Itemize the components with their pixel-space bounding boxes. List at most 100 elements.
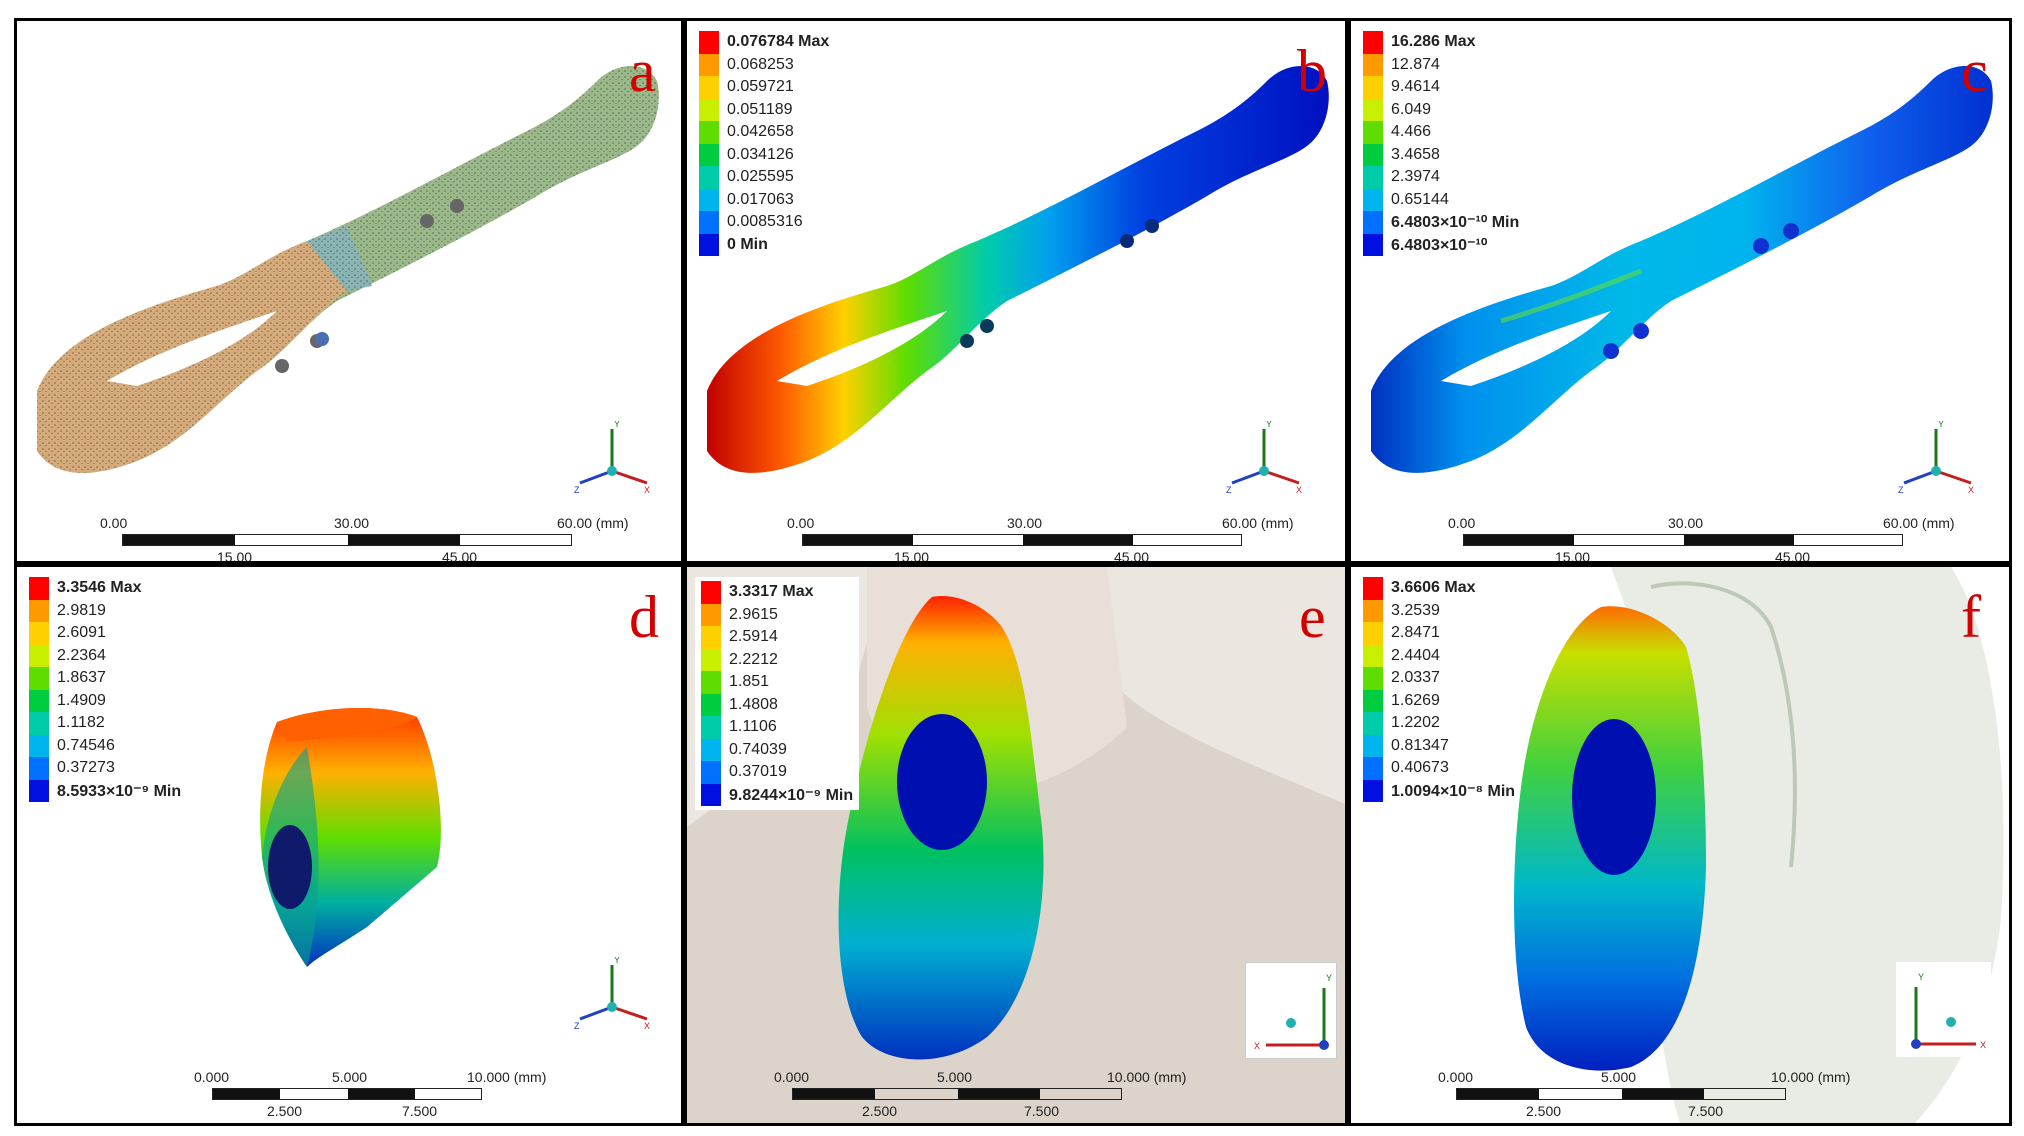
- legend-value: 2.8471: [1391, 624, 1440, 642]
- legend-swatch: [1363, 98, 1383, 121]
- svg-text:Y: Y: [614, 421, 620, 429]
- legend-value: 0.076784 Max: [727, 33, 830, 51]
- legend-row: 2.2364: [29, 644, 181, 667]
- legend-swatch: [701, 716, 721, 739]
- legend-value: 4.466: [1391, 123, 1432, 141]
- legend-swatch: [1363, 76, 1383, 99]
- legend-row: 2.9615: [701, 603, 853, 626]
- legend-swatch: [1363, 667, 1383, 690]
- scale-tick-0: 0.00: [100, 515, 128, 531]
- legend-value: 0 Min: [727, 235, 768, 253]
- legend-row: 6.4803×10⁻¹⁰: [1363, 233, 1519, 256]
- scale-tick-0: 0.00: [1448, 515, 1476, 531]
- legend-swatch: [1363, 644, 1383, 667]
- axis-triad: Y X Z: [574, 421, 650, 495]
- legend-value: 6.4803×10⁻¹⁰ Min: [1391, 214, 1520, 232]
- legend-row: 2.4404: [1363, 644, 1515, 667]
- legend-swatch: [701, 738, 721, 761]
- axis-triad: Y X Z: [1898, 421, 1974, 495]
- scale-tick-45: 45.00: [1114, 549, 1150, 564]
- implant-contour-3d: [260, 707, 441, 967]
- legend-row: 1.8637: [29, 667, 181, 690]
- legend-row: 16.286 Max: [1363, 31, 1519, 54]
- panel-label: d: [629, 584, 659, 650]
- legend-row: 9.8244×10⁻⁹ Min: [701, 783, 853, 806]
- legend-row: 3.3317 Max: [701, 581, 853, 604]
- legend-value: 2.0337: [1391, 669, 1440, 687]
- axis-triad: Y X Z: [574, 957, 650, 1031]
- panel-d: 3.3546 Max 2.9819 2.6091 2.2364 1.8637 1.4909…: [14, 564, 684, 1126]
- scale-tick-15: 15.00: [1555, 549, 1591, 564]
- legend-value: 2.6091: [57, 624, 106, 642]
- panel-label: c: [1961, 38, 1988, 104]
- panel-e: 3.3317 Max 2.9615 2.5914 2.2212 1.851 1.4808 1…: [684, 564, 1348, 1126]
- legend-swatch: [29, 757, 49, 780]
- legend-swatch: [699, 98, 719, 121]
- scale-tick-5: 5.000: [332, 1069, 368, 1085]
- legend-value: 2.2364: [57, 646, 106, 664]
- legend-value: 1.1182: [57, 714, 105, 732]
- scale-tick-5: 5.000: [1601, 1069, 1637, 1085]
- legend-swatch: [1363, 779, 1383, 802]
- legend-swatch: [701, 671, 721, 694]
- legend-swatch: [1363, 712, 1383, 735]
- legend-value: 6.4803×10⁻¹⁰: [1391, 236, 1488, 254]
- legend-swatch: [699, 188, 719, 211]
- legend-swatch: [29, 712, 49, 735]
- legend-row: 4.466: [1363, 121, 1519, 144]
- legend-value: 3.3546 Max: [57, 579, 142, 597]
- scale-tick-60: 60.00 (mm): [1222, 515, 1294, 531]
- legend-row: 0.059721: [699, 76, 829, 99]
- legend-value: 2.4404: [1391, 646, 1440, 664]
- legend-value: 1.4909: [57, 691, 106, 709]
- legend-value: 1.2202: [1391, 714, 1440, 732]
- legend-value: 1.851: [729, 673, 770, 691]
- legend-row: 0 Min: [699, 233, 829, 256]
- legend-row: 1.1182: [29, 712, 181, 735]
- legend-value: 0.74546: [57, 736, 115, 754]
- legend-row: 1.4909: [29, 689, 181, 712]
- legend-row: 2.0337: [1363, 667, 1515, 690]
- legend-row: 1.4808: [701, 693, 853, 716]
- legend-row: 2.8471: [1363, 622, 1515, 645]
- svg-text:Z: Z: [574, 1021, 580, 1031]
- legend-row: 2.3974: [1363, 166, 1519, 189]
- legend-row: 8.5933×10⁻⁹ Min: [29, 779, 181, 802]
- svg-text:Y: Y: [1326, 973, 1332, 983]
- panel-label: a: [629, 38, 656, 104]
- legend-row: 3.2539: [1363, 599, 1515, 622]
- legend-swatch: [1363, 757, 1383, 780]
- scale-tick-30: 30.00: [334, 515, 370, 531]
- legend-swatch: [701, 761, 721, 784]
- scale-tick-60: 60.00 (mm): [557, 515, 629, 531]
- legend-swatch: [1363, 734, 1383, 757]
- legend-value: 0.65144: [1391, 190, 1449, 208]
- svg-text:Z: Z: [574, 485, 580, 495]
- panel-a: a Y X Z 0.00 30.00 60.00 (mm) 15.00 45.0…: [14, 18, 684, 564]
- legend-swatch: [701, 626, 721, 649]
- legend-row: 9.4614: [1363, 76, 1519, 99]
- legend-swatch: [1363, 166, 1383, 189]
- legend-value: 0.017063: [727, 190, 794, 208]
- legend-swatch: [29, 644, 49, 667]
- svg-text:X: X: [1296, 485, 1302, 495]
- legend-swatch: [29, 622, 49, 645]
- legend-row: 3.4658: [1363, 143, 1519, 166]
- color-legend: 3.3317 Max 2.9615 2.5914 2.2212 1.851 1.4808 1…: [695, 577, 860, 810]
- legend-swatch: [1363, 211, 1383, 234]
- legend-value: 1.0094×10⁻⁸ Min: [1391, 782, 1516, 800]
- svg-text:Z: Z: [1898, 485, 1904, 495]
- legend-row: 2.5914: [701, 626, 853, 649]
- color-legend: 3.6606 Max 3.2539 2.8471 2.4404 2.0337 1.6269…: [1363, 577, 1515, 802]
- legend-value: 2.5914: [729, 628, 778, 646]
- scale-tick-45: 45.00: [1775, 549, 1811, 564]
- scale-bar: 0.000 5.000 10.000 (mm) 2.500 7.500: [194, 1069, 546, 1123]
- scale-tick-45: 45.00: [442, 549, 478, 564]
- panel-label: b: [1297, 38, 1327, 104]
- legend-value: 0.042658: [727, 123, 794, 141]
- legend-swatch: [699, 121, 719, 144]
- legend-value: 2.2212: [729, 650, 778, 668]
- svg-text:X: X: [1980, 1040, 1986, 1050]
- panel-c: 16.286 Max 12.874 9.4614 6.049 4.466 3.4658 2.…: [1348, 18, 2012, 564]
- svg-text:X: X: [644, 485, 650, 495]
